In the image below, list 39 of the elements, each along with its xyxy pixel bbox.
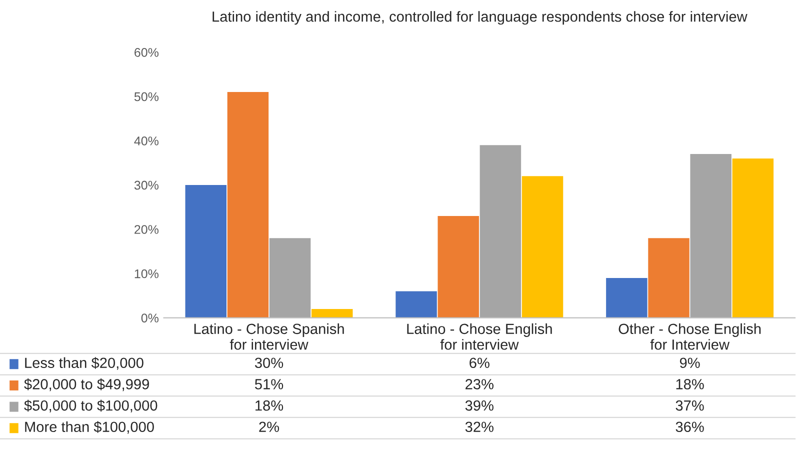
- bar: [522, 176, 564, 318]
- data-label: 18%: [256, 400, 284, 411]
- y-tick-label: 10%: [134, 269, 158, 278]
- x-tick-label: Latino - Chose English for interview: [407, 323, 552, 350]
- y-tick-label: 60%: [134, 48, 158, 57]
- bar: [269, 238, 311, 318]
- data-label: 6%: [470, 358, 490, 368]
- bar: [480, 145, 522, 318]
- bar: [438, 216, 479, 318]
- bar: [648, 238, 690, 318]
- data-label: 51%: [254, 379, 284, 390]
- y-tick-label: 0%: [141, 314, 158, 322]
- y-tick-label: 50%: [134, 92, 158, 102]
- data-label: 37%: [676, 400, 704, 411]
- y-tick-label: 40%: [134, 136, 158, 146]
- data-label: 23%: [466, 379, 494, 390]
- chart-title: Latino identity and income, controlled for language respondents chose for interview: [212, 11, 748, 25]
- legend-label: More than $100,000: [25, 421, 154, 434]
- legend-label: $20,000 to $49,999: [24, 378, 149, 392]
- y-tick-label: 30%: [134, 180, 158, 190]
- data-label: 30%: [254, 358, 284, 368]
- bar: [690, 154, 732, 318]
- bar: [606, 278, 648, 318]
- data-label: 36%: [676, 422, 704, 432]
- y-tick-label: 20%: [134, 225, 158, 234]
- x-tick-label: Other - Chose English for Interview: [618, 323, 761, 350]
- data-label: 39%: [465, 400, 494, 411]
- bar: [732, 158, 774, 318]
- bar: [312, 308, 353, 318]
- x-tick-label: Latino - Chose Spanish for interview: [194, 323, 344, 350]
- legend-label: Less than $20,000: [25, 357, 144, 370]
- legend-label: $50,000 to $100,000: [24, 400, 158, 412]
- bar: [185, 185, 226, 318]
- data-label: 2%: [259, 422, 280, 432]
- bar: [227, 92, 269, 318]
- data-label: 32%: [465, 422, 494, 432]
- bar: [396, 291, 437, 318]
- data-label: 9%: [680, 358, 700, 368]
- data-label: 18%: [676, 379, 704, 390]
